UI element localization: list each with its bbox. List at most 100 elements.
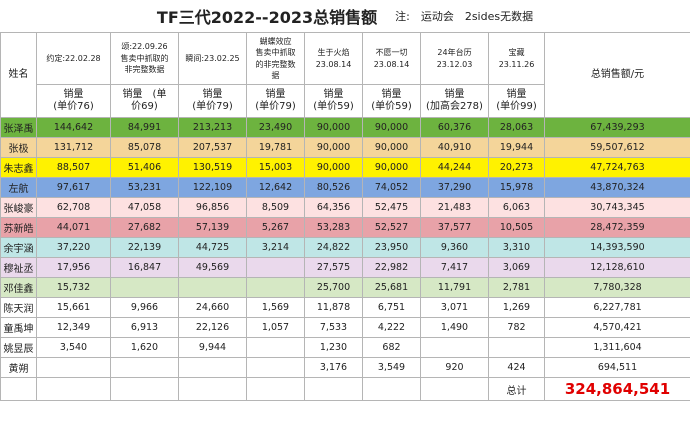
sales-cell: 84,991 [110,117,179,138]
sales-cell: 20,273 [488,157,545,178]
sales-cell: 22,139 [110,237,179,258]
unit-header: 销量 (单价79) [178,84,247,118]
sales-cell: 88,507 [36,157,111,178]
sales-cell: 74,052 [362,177,421,198]
sales-cell: 53,283 [304,217,363,238]
sales-cell [420,337,489,358]
sales-cell: 2,781 [488,277,545,298]
row-total: 67,439,293 [544,117,690,138]
sales-cell: 15,003 [246,157,305,178]
sales-cell: 15,978 [488,177,545,198]
table-row: 邓佳鑫 15,732 25,700 25,681 11,791 2,781 7,780,32… [0,277,690,298]
row-total: 43,870,324 [544,177,690,198]
empty-cell [246,377,305,401]
table-row: 苏新皓 44,071 27,682 57,139 5,267 53,283 52,527 37… [0,217,690,238]
sales-cell: 3,071 [420,297,489,318]
sales-cell: 144,642 [36,117,111,138]
sales-cell: 1,269 [488,297,545,318]
sales-cell: 62,708 [36,197,111,218]
sales-cell [246,357,305,378]
sales-cell: 1,620 [110,337,179,358]
total-header: 总销售额/元 [544,32,690,118]
sales-cell: 9,966 [110,297,179,318]
row-total: 1,311,604 [544,337,690,358]
sales-table: 姓名 约定:22.02.28 颂:22.09.26 售卖中抓取的 非完整数据 瞬间:… [0,32,690,401]
unit-header: 销量 (单价79) [246,84,305,118]
table-row: 张泽禹 144,642 84,991 213,213 23,490 90,000 90,00… [0,117,690,138]
sales-cell: 24,822 [304,237,363,258]
sales-cell: 25,681 [362,277,421,298]
sales-cell: 15,732 [36,277,111,298]
sales-cell: 12,642 [246,177,305,198]
sales-cell: 1,057 [246,317,305,338]
sales-cell [178,357,247,378]
sales-cell: 920 [420,357,489,378]
row-total: 4,570,421 [544,317,690,338]
empty-cell [0,377,37,401]
table-row: 张极 131,712 85,078 207,537 19,781 90,000 90,000… [0,137,690,158]
row-name: 朱志鑫 [0,157,37,178]
row-name: 张峻豪 [0,197,37,218]
row-total: 47,724,763 [544,157,690,178]
sales-cell: 37,220 [36,237,111,258]
sales-cell: 6,913 [110,317,179,338]
sales-cell: 6,751 [362,297,421,318]
row-total: 694,511 [544,357,690,378]
sales-cell: 6,063 [488,197,545,218]
sales-cell: 782 [488,317,545,338]
sales-cell: 47,058 [110,197,179,218]
row-name: 邓佳鑫 [0,277,37,298]
sales-cell [36,357,111,378]
sales-cell: 7,417 [420,257,489,278]
table-row: 穆祉丞 17,956 16,847 49,569 27,575 22,982 7,417 3,… [0,257,690,278]
empty-cell [110,377,179,401]
sales-cell [246,277,305,298]
sales-cell: 85,078 [110,137,179,158]
row-name: 余宇涵 [0,237,37,258]
row-name: 张泽禹 [0,117,37,138]
table-row: 张峻豪 62,708 47,058 96,856 8,509 64,356 52,475 21… [0,197,690,218]
sales-cell: 682 [362,337,421,358]
sales-cell: 60,376 [420,117,489,138]
sales-cell: 9,944 [178,337,247,358]
sales-cell: 90,000 [304,137,363,158]
empty-cell [362,377,421,401]
sales-cell: 1,230 [304,337,363,358]
unit-header: 销量 (加高会278) [420,84,489,118]
sales-cell: 131,712 [36,137,111,158]
table-row: 黄朔 3,176 3,549 920 424 694,511 [0,357,690,378]
sales-cell: 17,956 [36,257,111,278]
row-total: 6,227,781 [544,297,690,318]
sales-cell: 130,519 [178,157,247,178]
product-header: 不愿一切 23.08.14 [362,32,421,85]
page-title: TF三代2022--2023总销售额 [156,8,378,27]
sales-cell: 49,569 [178,257,247,278]
unit-header: 销量 (单价59) [362,84,421,118]
sales-cell: 96,856 [178,197,247,218]
summary-label: 总计 [488,377,545,401]
sales-cell: 3,214 [246,237,305,258]
sales-cell: 22,982 [362,257,421,278]
sales-cell: 3,540 [36,337,111,358]
sales-cell: 3,069 [488,257,545,278]
sales-cell: 3,310 [488,237,545,258]
summary-row: 总计 324,864,541 [0,377,690,401]
sales-cell: 90,000 [362,117,421,138]
sales-cell: 19,944 [488,137,545,158]
row-name: 张极 [0,137,37,158]
sales-cell: 97,617 [36,177,111,198]
sales-cell: 40,910 [420,137,489,158]
sales-cell: 90,000 [362,137,421,158]
sales-cell: 11,791 [420,277,489,298]
row-total: 7,780,328 [544,277,690,298]
row-name: 左航 [0,177,37,198]
sales-cell: 10,505 [488,217,545,238]
sales-cell: 19,781 [246,137,305,158]
sales-cell [246,257,305,278]
row-total: 28,472,359 [544,217,690,238]
row-name: 姚昱辰 [0,337,37,358]
empty-cell [178,377,247,401]
sales-cell: 3,176 [304,357,363,378]
sales-cell: 23,950 [362,237,421,258]
sales-cell: 37,577 [420,217,489,238]
